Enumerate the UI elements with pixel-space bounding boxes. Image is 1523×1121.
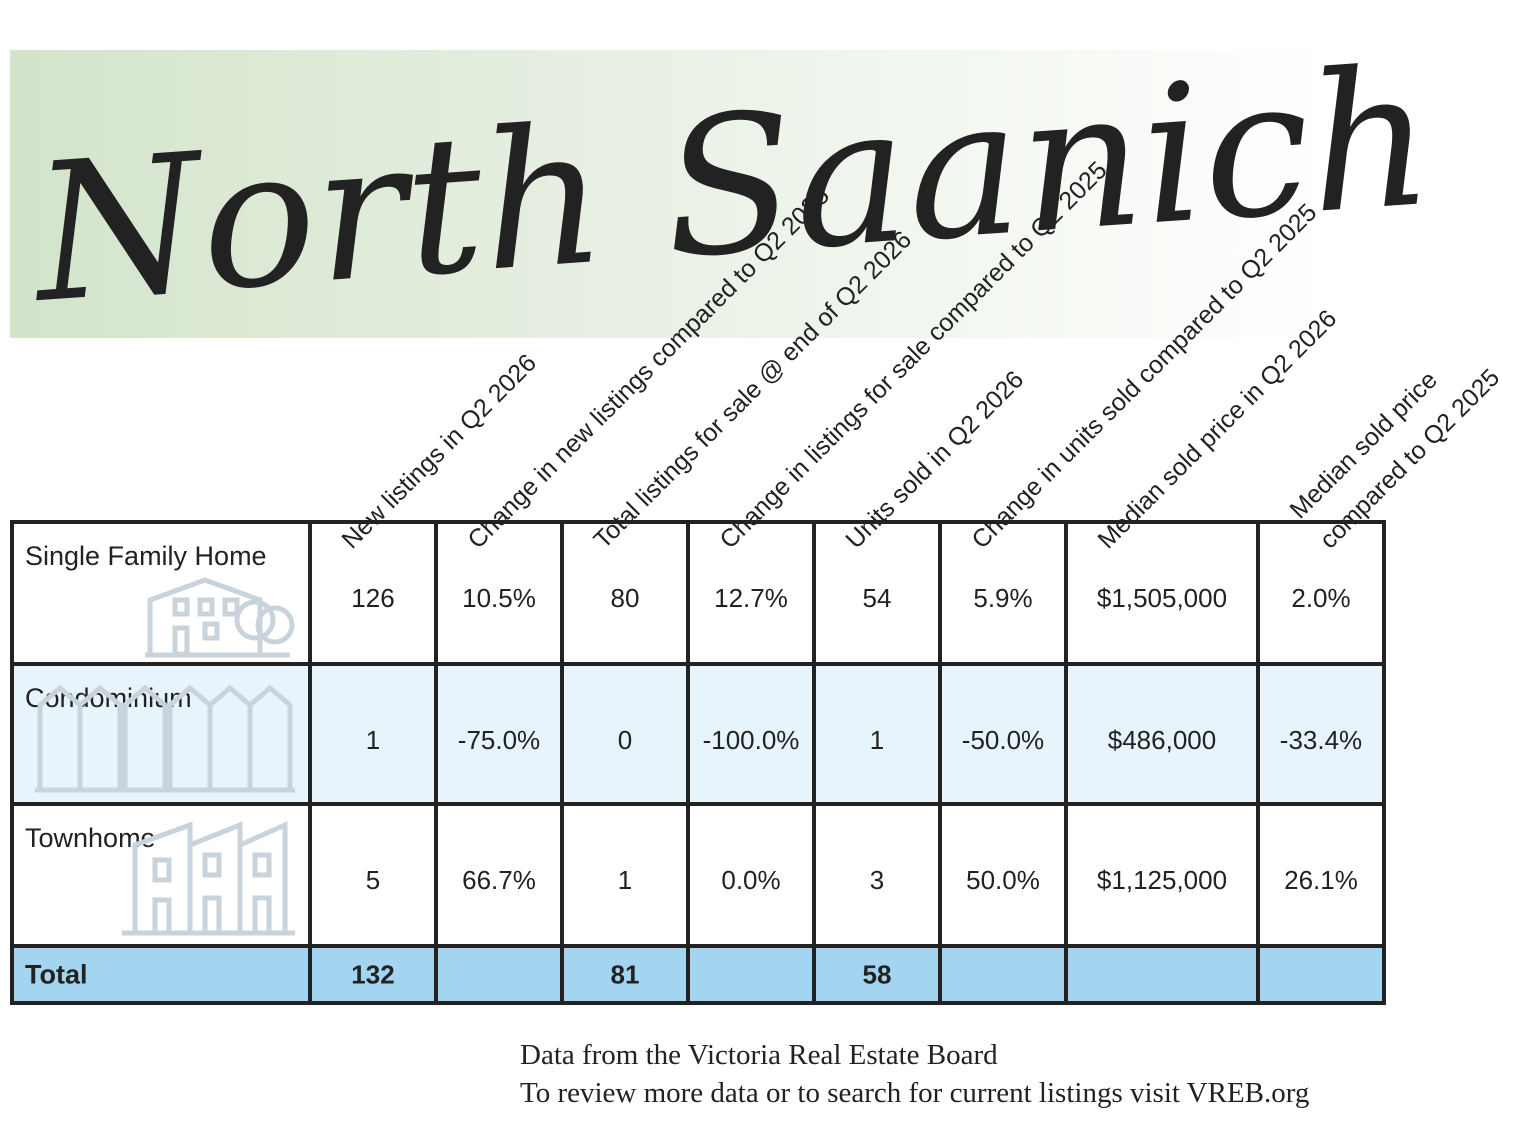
condo-icon — [35, 684, 295, 793]
row-background — [12, 664, 1384, 804]
cell: 10.5% — [462, 583, 536, 613]
cell: 1 — [618, 865, 632, 895]
townhome-icon — [122, 821, 295, 936]
cell: 81 — [611, 959, 640, 989]
cell: 54 — [863, 583, 892, 613]
cell: 126 — [351, 583, 394, 613]
house-icon — [145, 577, 295, 658]
cell: 132 — [351, 959, 394, 989]
cell: 50.0% — [966, 865, 1040, 895]
cell: 1 — [870, 725, 884, 755]
cell: 5.9% — [973, 583, 1032, 613]
icons — [35, 577, 295, 936]
cell: 66.7% — [462, 865, 536, 895]
row-label: Total — [25, 960, 88, 990]
cell: 58 — [863, 959, 892, 989]
cell: -50.0% — [962, 725, 1044, 755]
cell: 3 — [870, 865, 884, 895]
cell: $1,125,000 — [1097, 865, 1227, 895]
cell: -75.0% — [458, 725, 540, 755]
cell: 1 — [366, 725, 380, 755]
cell: $1,505,000 — [1097, 583, 1227, 613]
cell: 5 — [366, 865, 380, 895]
footer-line: Data from the Victoria Real Estate Board — [520, 1039, 998, 1071]
cell: -33.4% — [1280, 725, 1362, 755]
cell: $486,000 — [1108, 725, 1216, 755]
title-banner — [10, 50, 1330, 338]
row-background — [12, 946, 1384, 1003]
cell: 2.0% — [1291, 583, 1350, 613]
cell: 80 — [611, 583, 640, 613]
cell: 0 — [618, 725, 632, 755]
cell: 26.1% — [1284, 865, 1358, 895]
cell: -100.0% — [703, 725, 800, 755]
footer-line: To review more data or to search for cur… — [520, 1077, 1309, 1109]
row-label: Single Family Home — [25, 541, 267, 571]
cell: 12.7% — [714, 583, 788, 613]
cell: 0.0% — [721, 865, 780, 895]
